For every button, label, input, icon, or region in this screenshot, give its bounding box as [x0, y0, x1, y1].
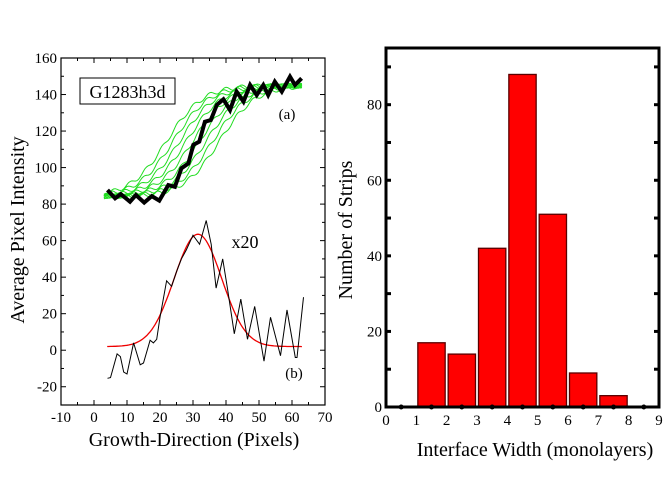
green-profile-line: [103, 82, 303, 197]
left-x-tick-label: 30: [186, 410, 201, 426]
left-y-tick-label: 100: [35, 161, 58, 177]
left-y-tick-label: -20: [37, 380, 57, 396]
left-y-tick-label: 20: [42, 307, 57, 323]
annotation-b: (b): [285, 366, 303, 382]
left-y-tick-label: 160: [35, 51, 58, 67]
left-x-tick-label: 10: [120, 410, 135, 426]
histogram-bar: [508, 73, 537, 408]
left-x-tick-label: 70: [318, 410, 333, 426]
histogram-bar: [538, 213, 568, 408]
right-x-tick-label: 3: [473, 413, 481, 429]
right-x-tick: [520, 404, 525, 410]
left-x-tick-label: 50: [252, 410, 267, 426]
right-x-tick: [429, 404, 434, 410]
right-x-ticks: 0 1 2 3 4 5 6 7 8 9: [382, 404, 663, 429]
left-y-tick-label: 120: [35, 124, 58, 140]
green-profile-line: [103, 83, 303, 198]
right-y-ticks: 0 20 40 60 80: [367, 65, 659, 416]
right-x-tick: [550, 404, 556, 410]
right-x-tick-label: 8: [625, 413, 633, 429]
right-x-tick-label: 2: [443, 413, 451, 429]
right-y-tick-label: 60: [367, 173, 382, 189]
left-y-ticks: -20 0 20 40 60 80 100 120 140 160: [35, 51, 325, 406]
right-y-tick-label: 20: [367, 324, 382, 340]
average-profile-series: [106, 72, 304, 206]
left-x-ticks: -10 0 10 20 30 40 50 60 70: [51, 58, 333, 426]
right-x-tick: [459, 404, 465, 410]
legend-box-label: G1283h3d: [90, 82, 166, 102]
left-y-tick-label: 0: [50, 343, 58, 359]
histogram-bar: [417, 342, 446, 408]
right-y-tick-label: 80: [367, 98, 382, 114]
right-x-tick-label: 9: [655, 413, 663, 429]
left-y-tick-label: 140: [35, 88, 58, 104]
left-y-tick-label: 40: [42, 270, 57, 286]
left-y-tick-label: 60: [42, 234, 57, 250]
left-x-axis-title: Growth-Direction (Pixels): [89, 429, 300, 451]
left-panel: -10 0 10 20 30 40 50 60 70 -20 0 20 40 60 80 100 120 140…: [7, 51, 333, 451]
legend-box: [79, 77, 176, 105]
right-x-tick: [398, 404, 404, 410]
gaussian-fit-series: [107, 233, 302, 348]
right-y-axis-title: Number of Strips: [335, 160, 357, 299]
right-x-axis-title: Interface Width (monolayers): [417, 439, 654, 461]
right-y-tick-label: 40: [367, 249, 382, 265]
histogram-bar: [568, 372, 598, 408]
derivative-series: [107, 220, 304, 379]
annotation-a: (a): [279, 107, 296, 123]
right-x-tick-label: 4: [504, 413, 512, 429]
right-x-tick: [580, 404, 586, 410]
annotation-x20: x20: [232, 232, 259, 252]
right-x-tick: [489, 404, 495, 410]
right-x-tick-label: 7: [595, 413, 603, 429]
right-x-tick: [611, 404, 616, 410]
right-panel: 0 1 2 3 4 5 6 7 8 9 0 20 40 60 80 Interface Width (mo…: [335, 46, 663, 461]
left-y-tick-label: 80: [42, 197, 57, 213]
histogram-bar: [447, 353, 477, 408]
right-x-tick-label: 0: [382, 413, 390, 429]
right-x-tick-label: 1: [413, 413, 421, 429]
histogram-bars: [417, 73, 628, 408]
left-y-axis-title: Average Pixel Intensity: [7, 136, 29, 323]
histogram-bar: [477, 247, 507, 408]
left-x-tick-label: 20: [153, 410, 168, 426]
left-x-tick-label: 60: [285, 410, 300, 426]
gaussian-fit-line: [107, 233, 302, 348]
right-x-tick-label: 6: [564, 413, 572, 429]
derivative-line: [107, 220, 304, 379]
left-x-tick-label: 40: [219, 410, 234, 426]
left-x-tick-label: -10: [51, 410, 71, 426]
average-profile-line: [106, 72, 304, 206]
right-x-tick: [641, 404, 647, 410]
right-y-tick-label: 0: [375, 400, 383, 416]
left-x-tick-label: 0: [90, 410, 98, 426]
right-x-tick-label: 5: [534, 413, 542, 429]
